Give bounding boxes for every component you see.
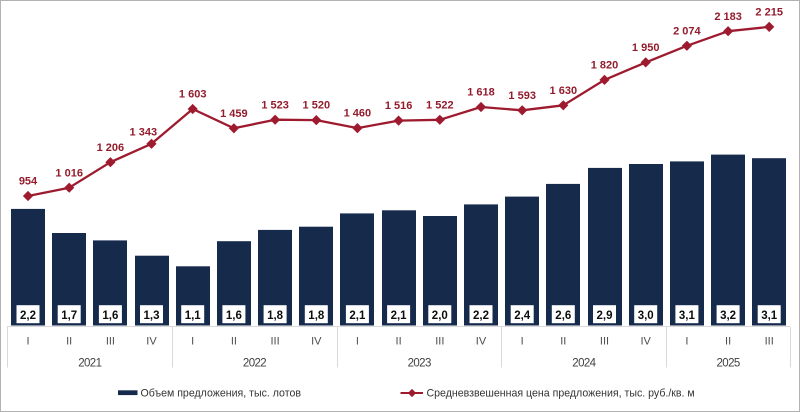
svg-text:IV: IV (476, 336, 487, 348)
svg-text:I: I (191, 336, 194, 348)
svg-text:1 459: 1 459 (220, 108, 248, 120)
svg-text:IV: IV (640, 336, 651, 348)
svg-text:3,1: 3,1 (761, 310, 778, 322)
svg-text:1,8: 1,8 (308, 310, 325, 322)
svg-text:II: II (560, 336, 566, 348)
svg-text:1 523: 1 523 (261, 99, 289, 111)
svg-text:III: III (271, 336, 280, 348)
svg-text:II: II (231, 336, 237, 348)
svg-text:2,2: 2,2 (473, 310, 489, 322)
svg-text:2,2: 2,2 (20, 310, 36, 322)
svg-text:II: II (66, 336, 72, 348)
svg-text:III: III (765, 336, 774, 348)
svg-text:1 206: 1 206 (97, 142, 125, 154)
svg-text:2021: 2021 (78, 357, 101, 369)
svg-text:1,1: 1,1 (185, 310, 202, 322)
svg-text:2022: 2022 (243, 357, 266, 369)
svg-text:1 820: 1 820 (591, 60, 619, 72)
svg-text:1 516: 1 516 (385, 100, 413, 112)
svg-text:1,7: 1,7 (61, 310, 77, 322)
svg-text:2,1: 2,1 (391, 310, 408, 322)
svg-text:III: III (106, 336, 115, 348)
svg-text:1 593: 1 593 (508, 90, 536, 102)
svg-text:1 630: 1 630 (550, 85, 578, 97)
svg-text:2024: 2024 (572, 357, 596, 369)
svg-text:1,3: 1,3 (144, 310, 160, 322)
svg-text:1 618: 1 618 (467, 87, 495, 99)
svg-text:1 522: 1 522 (426, 99, 454, 111)
svg-text:2023: 2023 (408, 357, 431, 369)
svg-text:1 016: 1 016 (55, 167, 83, 179)
svg-text:I: I (356, 336, 359, 348)
svg-text:954: 954 (19, 176, 38, 188)
svg-text:1,8: 1,8 (267, 310, 284, 322)
svg-text:I: I (521, 336, 524, 348)
svg-text:IV: IV (311, 336, 322, 348)
svg-text:2 183: 2 183 (714, 11, 742, 23)
svg-text:2,1: 2,1 (349, 310, 366, 322)
svg-text:IV: IV (146, 336, 157, 348)
svg-text:I: I (26, 336, 29, 348)
svg-text:1,6: 1,6 (102, 310, 118, 322)
svg-text:Средневзвешенная цена предложе: Средневзвешенная цена предложения, тыс. … (427, 387, 695, 399)
svg-text:II: II (725, 336, 731, 348)
svg-text:2,6: 2,6 (555, 310, 571, 322)
svg-text:3,0: 3,0 (638, 310, 654, 322)
svg-text:1 520: 1 520 (303, 100, 331, 112)
svg-text:3,1: 3,1 (679, 310, 696, 322)
svg-text:1,6: 1,6 (226, 310, 242, 322)
svg-text:Объем предложения, тыс. лотов: Объем предложения, тыс. лотов (141, 387, 302, 399)
svg-text:1 950: 1 950 (632, 42, 660, 54)
svg-text:1 343: 1 343 (130, 127, 158, 139)
svg-text:III: III (600, 336, 609, 348)
svg-text:2025: 2025 (717, 357, 740, 369)
svg-text:2,0: 2,0 (432, 310, 448, 322)
svg-text:I: I (685, 336, 688, 348)
svg-text:2,4: 2,4 (514, 310, 531, 322)
svg-text:2,9: 2,9 (597, 310, 613, 322)
svg-text:II: II (396, 336, 402, 348)
svg-text:2 074: 2 074 (673, 25, 701, 37)
svg-text:3,2: 3,2 (720, 310, 736, 322)
svg-text:III: III (435, 336, 444, 348)
svg-text:1 460: 1 460 (344, 108, 372, 120)
svg-text:1 603: 1 603 (179, 89, 207, 101)
svg-text:2 215: 2 215 (755, 7, 783, 19)
